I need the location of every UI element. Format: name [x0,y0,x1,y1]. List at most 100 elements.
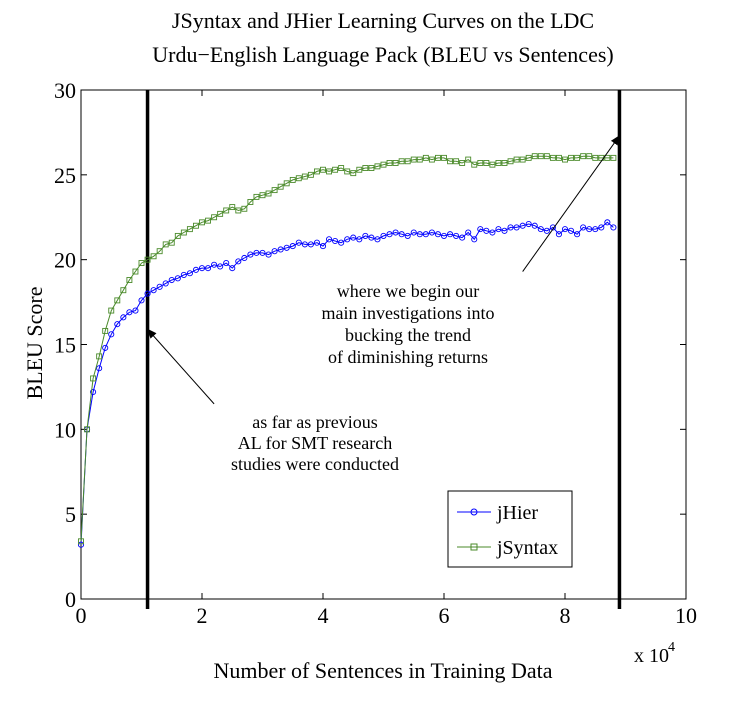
annotation-text-line: of diminishing returns [328,347,488,367]
data-point [126,277,133,283]
data-point [156,248,163,255]
annotation-text-line: where we begin our [337,281,479,301]
data-point [198,265,206,272]
data-point [501,227,508,234]
data-point [114,297,121,304]
series-jsyntax [78,153,617,545]
data-point [96,365,103,372]
data-point [320,166,326,173]
data-point [168,276,175,284]
data-point [604,154,611,161]
data-point [271,248,278,255]
data-point [471,161,478,168]
data-point [465,156,472,163]
data-point [84,426,91,433]
data-point [465,229,472,236]
data-point [319,243,327,250]
data-point [471,236,478,243]
data-point [574,231,581,238]
data-point [531,153,538,160]
data-point [186,270,193,277]
y-axis-label: BLEU Score [22,286,47,399]
data-point [144,290,151,297]
data-point [235,258,242,265]
annotation-text-line: AL for SMT research [238,433,392,453]
x-axis-multiplier: x 10 [634,645,669,667]
data-point [489,161,496,168]
data-point [217,210,224,217]
data-point [519,156,526,163]
data-point [120,287,127,294]
data-point [374,163,381,170]
data-point [453,158,460,165]
data-point [362,232,369,239]
data-point [241,254,248,262]
data-point [537,153,544,160]
data-point [519,222,526,229]
data-point [223,207,230,214]
data-point [144,256,151,263]
data-point [314,168,320,175]
data-point [561,226,569,233]
data-point [404,158,411,165]
data-point [574,154,581,161]
data-point [138,260,145,267]
x-tick-label: 8 [560,603,571,628]
data-point [368,165,375,171]
data-point [459,160,466,166]
data-point [289,243,296,250]
data-series [77,153,617,548]
axis-ticks: 0 2 4 6 8 10 0 5 10 15 20 25 30 [54,78,697,628]
data-point [592,154,599,161]
data-point [428,229,435,236]
data-point [90,375,97,382]
data-point [446,231,454,238]
data-point [168,239,175,246]
data-point [132,268,139,275]
y-tick-label: 5 [65,502,76,527]
data-point [247,251,254,258]
data-point [174,232,181,239]
y-tick-label: 25 [54,163,76,188]
data-point [410,156,417,163]
data-point [253,193,260,200]
data-point [525,220,532,228]
data-point [531,222,538,229]
data-point [265,251,272,258]
data-point [392,160,399,166]
data-point [422,231,429,238]
x-axis-multiplier-exponent: 4 [668,640,675,655]
annotation-arrow [146,328,215,405]
annotation-text-line: studies were conducted [231,454,399,474]
data-point [156,283,163,290]
data-point [556,154,562,161]
annotation-arrow [522,134,621,272]
data-point [549,224,556,231]
data-point [416,231,423,238]
data-point [428,156,435,163]
data-point [543,153,550,160]
data-point [78,538,84,545]
data-point [307,171,314,178]
data-point [501,160,508,166]
data-point [120,314,127,321]
data-point [568,227,575,234]
annotation-text-line: main investigations into [322,303,495,323]
data-point [350,170,357,177]
data-point [592,226,599,233]
data-point [344,236,351,243]
data-point [211,261,218,268]
data-point [368,234,375,241]
data-point [356,166,363,173]
data-point [483,160,490,166]
data-point [356,236,363,243]
data-point [235,207,242,214]
data-point [326,168,332,175]
data-point [162,241,169,248]
data-point [549,154,556,161]
data-point [477,160,484,166]
data-point [283,180,290,187]
data-point [453,232,460,239]
data-point [441,154,447,161]
